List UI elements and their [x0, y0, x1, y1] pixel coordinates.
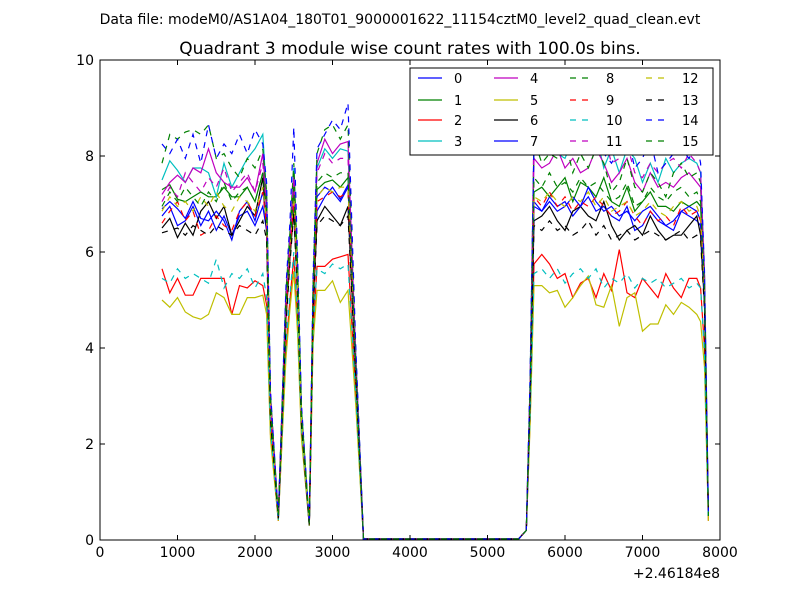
series-line-12	[161, 186, 709, 540]
y-tick-label: 0	[85, 533, 94, 549]
legend-label-11: 11	[606, 135, 623, 150]
legend-label-2: 2	[454, 114, 462, 129]
x-tick-label: 4000	[392, 545, 428, 561]
y-tick-label: 4	[85, 341, 94, 357]
x-tick-label: 1000	[160, 545, 196, 561]
legend-label-3: 3	[454, 135, 462, 150]
legend-label-12: 12	[682, 72, 699, 87]
series-line-11	[161, 123, 709, 540]
legend-label-6: 6	[530, 114, 538, 129]
y-tick-label: 10	[76, 53, 94, 69]
series-line-8	[161, 122, 709, 540]
legend-label-4: 4	[530, 72, 538, 87]
x-tick-label: 7000	[625, 545, 661, 561]
legend-label-7: 7	[530, 135, 538, 150]
legend-label-14: 14	[682, 114, 699, 129]
series-line-2	[161, 249, 709, 540]
series-line-13	[161, 213, 709, 540]
x-offset-label: +2.46184e8	[633, 566, 720, 582]
series-line-5	[161, 271, 709, 540]
series-line-9	[161, 190, 709, 540]
chart-title: Quadrant 3 module wise count rates with …	[179, 39, 640, 59]
legend-label-9: 9	[606, 94, 614, 109]
y-tick-label: 8	[85, 149, 94, 165]
series-line-0	[161, 182, 709, 540]
x-tick-label: 6000	[547, 545, 583, 561]
plot-lines	[161, 103, 709, 540]
legend-label-8: 8	[606, 72, 614, 87]
legend-label-1: 1	[454, 94, 462, 109]
legend-label-15: 15	[682, 135, 699, 150]
x-tick-label: 0	[96, 545, 105, 561]
series-line-15	[161, 171, 709, 540]
series-line-10	[161, 251, 709, 540]
x-tick-label: 5000	[470, 545, 506, 561]
suptitle: Data file: modeM0/AS1A04_180T01_90000016…	[100, 12, 701, 28]
legend-label-10: 10	[606, 114, 623, 129]
series-line-4	[161, 137, 709, 540]
x-tick-label: 8000	[702, 545, 738, 561]
series-line-7	[161, 184, 709, 540]
series-line-14	[161, 103, 709, 540]
y-tick-label: 6	[85, 245, 94, 261]
legend-label-13: 13	[682, 94, 699, 109]
y-tick-label: 2	[85, 437, 94, 453]
series-line-6	[161, 177, 709, 540]
legend-label-0: 0	[454, 72, 462, 87]
x-tick-label: 3000	[315, 545, 351, 561]
x-tick-label: 2000	[237, 545, 273, 561]
legend-label-5: 5	[530, 94, 538, 109]
series-line-1	[161, 172, 709, 540]
